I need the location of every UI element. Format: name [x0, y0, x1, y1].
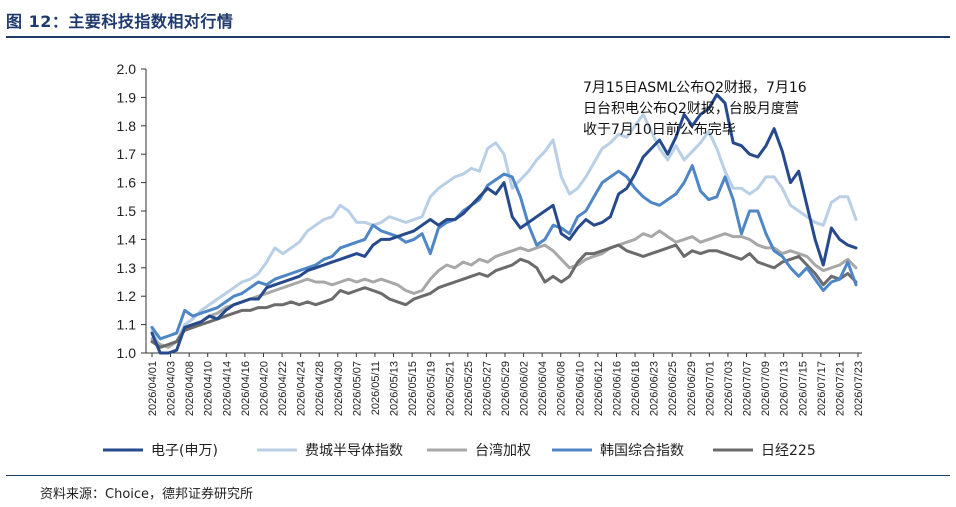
x-tick-label: 2026/06/02	[519, 361, 531, 416]
x-tick-label: 2026/05/07	[351, 361, 363, 416]
y-tick-label: 1.2	[117, 288, 137, 304]
x-tick-label: 2026/05/25	[463, 361, 475, 416]
y-tick-label: 1.6	[117, 175, 137, 191]
y-axis: 1.0 1.1 1.2 1.3 1.4 1.5 1.6 1.7 1.8 1.9 2.0	[117, 61, 147, 361]
x-tick-label: 2026/04/28	[314, 361, 326, 416]
x-tick-label: 2026/07/15	[797, 361, 809, 416]
x-tick-label: 2026/04/22	[277, 361, 289, 416]
x-tick-label: 2026/04/14	[221, 361, 233, 416]
x-tick-label: 2026/06/18	[630, 361, 642, 416]
footer-rule	[6, 475, 950, 476]
annotation-line: 7月15日ASML公布Q2财报，7月16	[583, 80, 807, 96]
x-tick-label: 2026/07/21	[834, 361, 846, 416]
series-line-4	[150, 243, 858, 349]
x-tick-label: 2026/06/25	[667, 361, 679, 416]
page-title: 图 12：主要科技指数相对行情	[6, 12, 234, 31]
legend: 电子(申万) 费城半导体指数 台湾加权 韩国综合指数 日经225	[103, 442, 816, 459]
annotation-line: 日台积电公布Q2财报，台股月度营	[583, 101, 799, 117]
x-tick-label: 2026/04/08	[184, 361, 196, 416]
x-tick-label: 2026/05/19	[426, 361, 438, 416]
source-note: 资料来源：Choice，德邦证券研究所	[40, 487, 254, 502]
x-tick-label: 2026/06/12	[593, 361, 605, 416]
x-tick-label: 2026/05/15	[407, 361, 419, 416]
series-line-2	[150, 229, 858, 349]
x-tick-label: 2026/07/17	[816, 361, 828, 416]
y-tick-label: 1.4	[117, 231, 137, 247]
x-tick-label: 2026/05/21	[444, 361, 456, 416]
line-chart: 1.0 1.1 1.2 1.3 1.4 1.5 1.6 1.7 1.8 1.9 2.0 2026/0…	[103, 61, 865, 459]
y-tick-label: 1.9	[117, 89, 137, 105]
x-tick-label: 2026/04/20	[258, 361, 270, 416]
y-tick-label: 1.7	[117, 146, 137, 162]
x-tick-label: 2026/07/01	[704, 361, 716, 416]
x-tick-label: 2026/06/10	[574, 361, 586, 416]
x-tick-label: 2026/04/24	[296, 361, 308, 416]
x-tick-label: 2026/06/08	[556, 361, 568, 416]
x-tick-label: 2026/04/10	[203, 361, 215, 416]
legend-label: 日经225	[761, 443, 816, 459]
series-line-0	[150, 93, 858, 355]
annotation-line: 收于7月10日前公布完毕	[583, 121, 736, 138]
legend-label: 电子(申万)	[151, 443, 218, 459]
y-tick-label: 1.8	[117, 118, 137, 134]
series-line-1	[150, 112, 858, 349]
x-tick-label: 2026/06/16	[611, 361, 623, 416]
x-tick-label: 2026/04/16	[240, 361, 252, 416]
x-tick-label: 2026/06/04	[537, 361, 549, 416]
x-tick-label: 2026/07/13	[779, 361, 791, 416]
y-tick-label: 1.0	[117, 345, 137, 361]
legend-label: 台湾加权	[475, 442, 531, 459]
series-lines	[150, 93, 858, 355]
legend-label: 韩国综合指数	[600, 443, 684, 459]
x-axis: 2026/04/01 2026/04/03 2026/04/08 2026/04/10…	[146, 352, 865, 416]
x-tick-label: 2026/05/27	[481, 361, 493, 416]
y-tick-label: 1.5	[117, 203, 137, 219]
chart-annotation: 7月15日ASML公布Q2财报，7月16 日台积电公布Q2财报，台股月度营收于7月…	[583, 80, 807, 138]
x-tick-label: 2026/07/09	[760, 361, 772, 416]
x-tick-label: 2026/07/23	[853, 361, 865, 416]
title-rule	[6, 36, 950, 38]
x-tick-label: 2026/04/01	[147, 361, 159, 416]
x-tick-label: 2026/04/30	[333, 361, 345, 416]
series-line-3	[150, 164, 858, 341]
x-tick-label: 2026/06/23	[649, 361, 661, 416]
x-tick-label: 2026/07/03	[723, 361, 735, 416]
y-tick-label: 2.0	[117, 61, 137, 77]
x-tick-label: 2026/05/11	[370, 361, 382, 415]
y-tick-label: 1.3	[117, 260, 137, 276]
x-tick-label: 2026/06/29	[686, 361, 698, 416]
x-tick-label: 2026/05/29	[500, 361, 512, 416]
x-tick-label: 2026/04/03	[166, 361, 178, 416]
x-tick-label: 2026/05/13	[389, 361, 401, 416]
x-tick-label: 2026/07/07	[742, 361, 754, 416]
legend-label: 费城半导体指数	[305, 443, 403, 459]
y-tick-label: 1.1	[117, 317, 137, 333]
